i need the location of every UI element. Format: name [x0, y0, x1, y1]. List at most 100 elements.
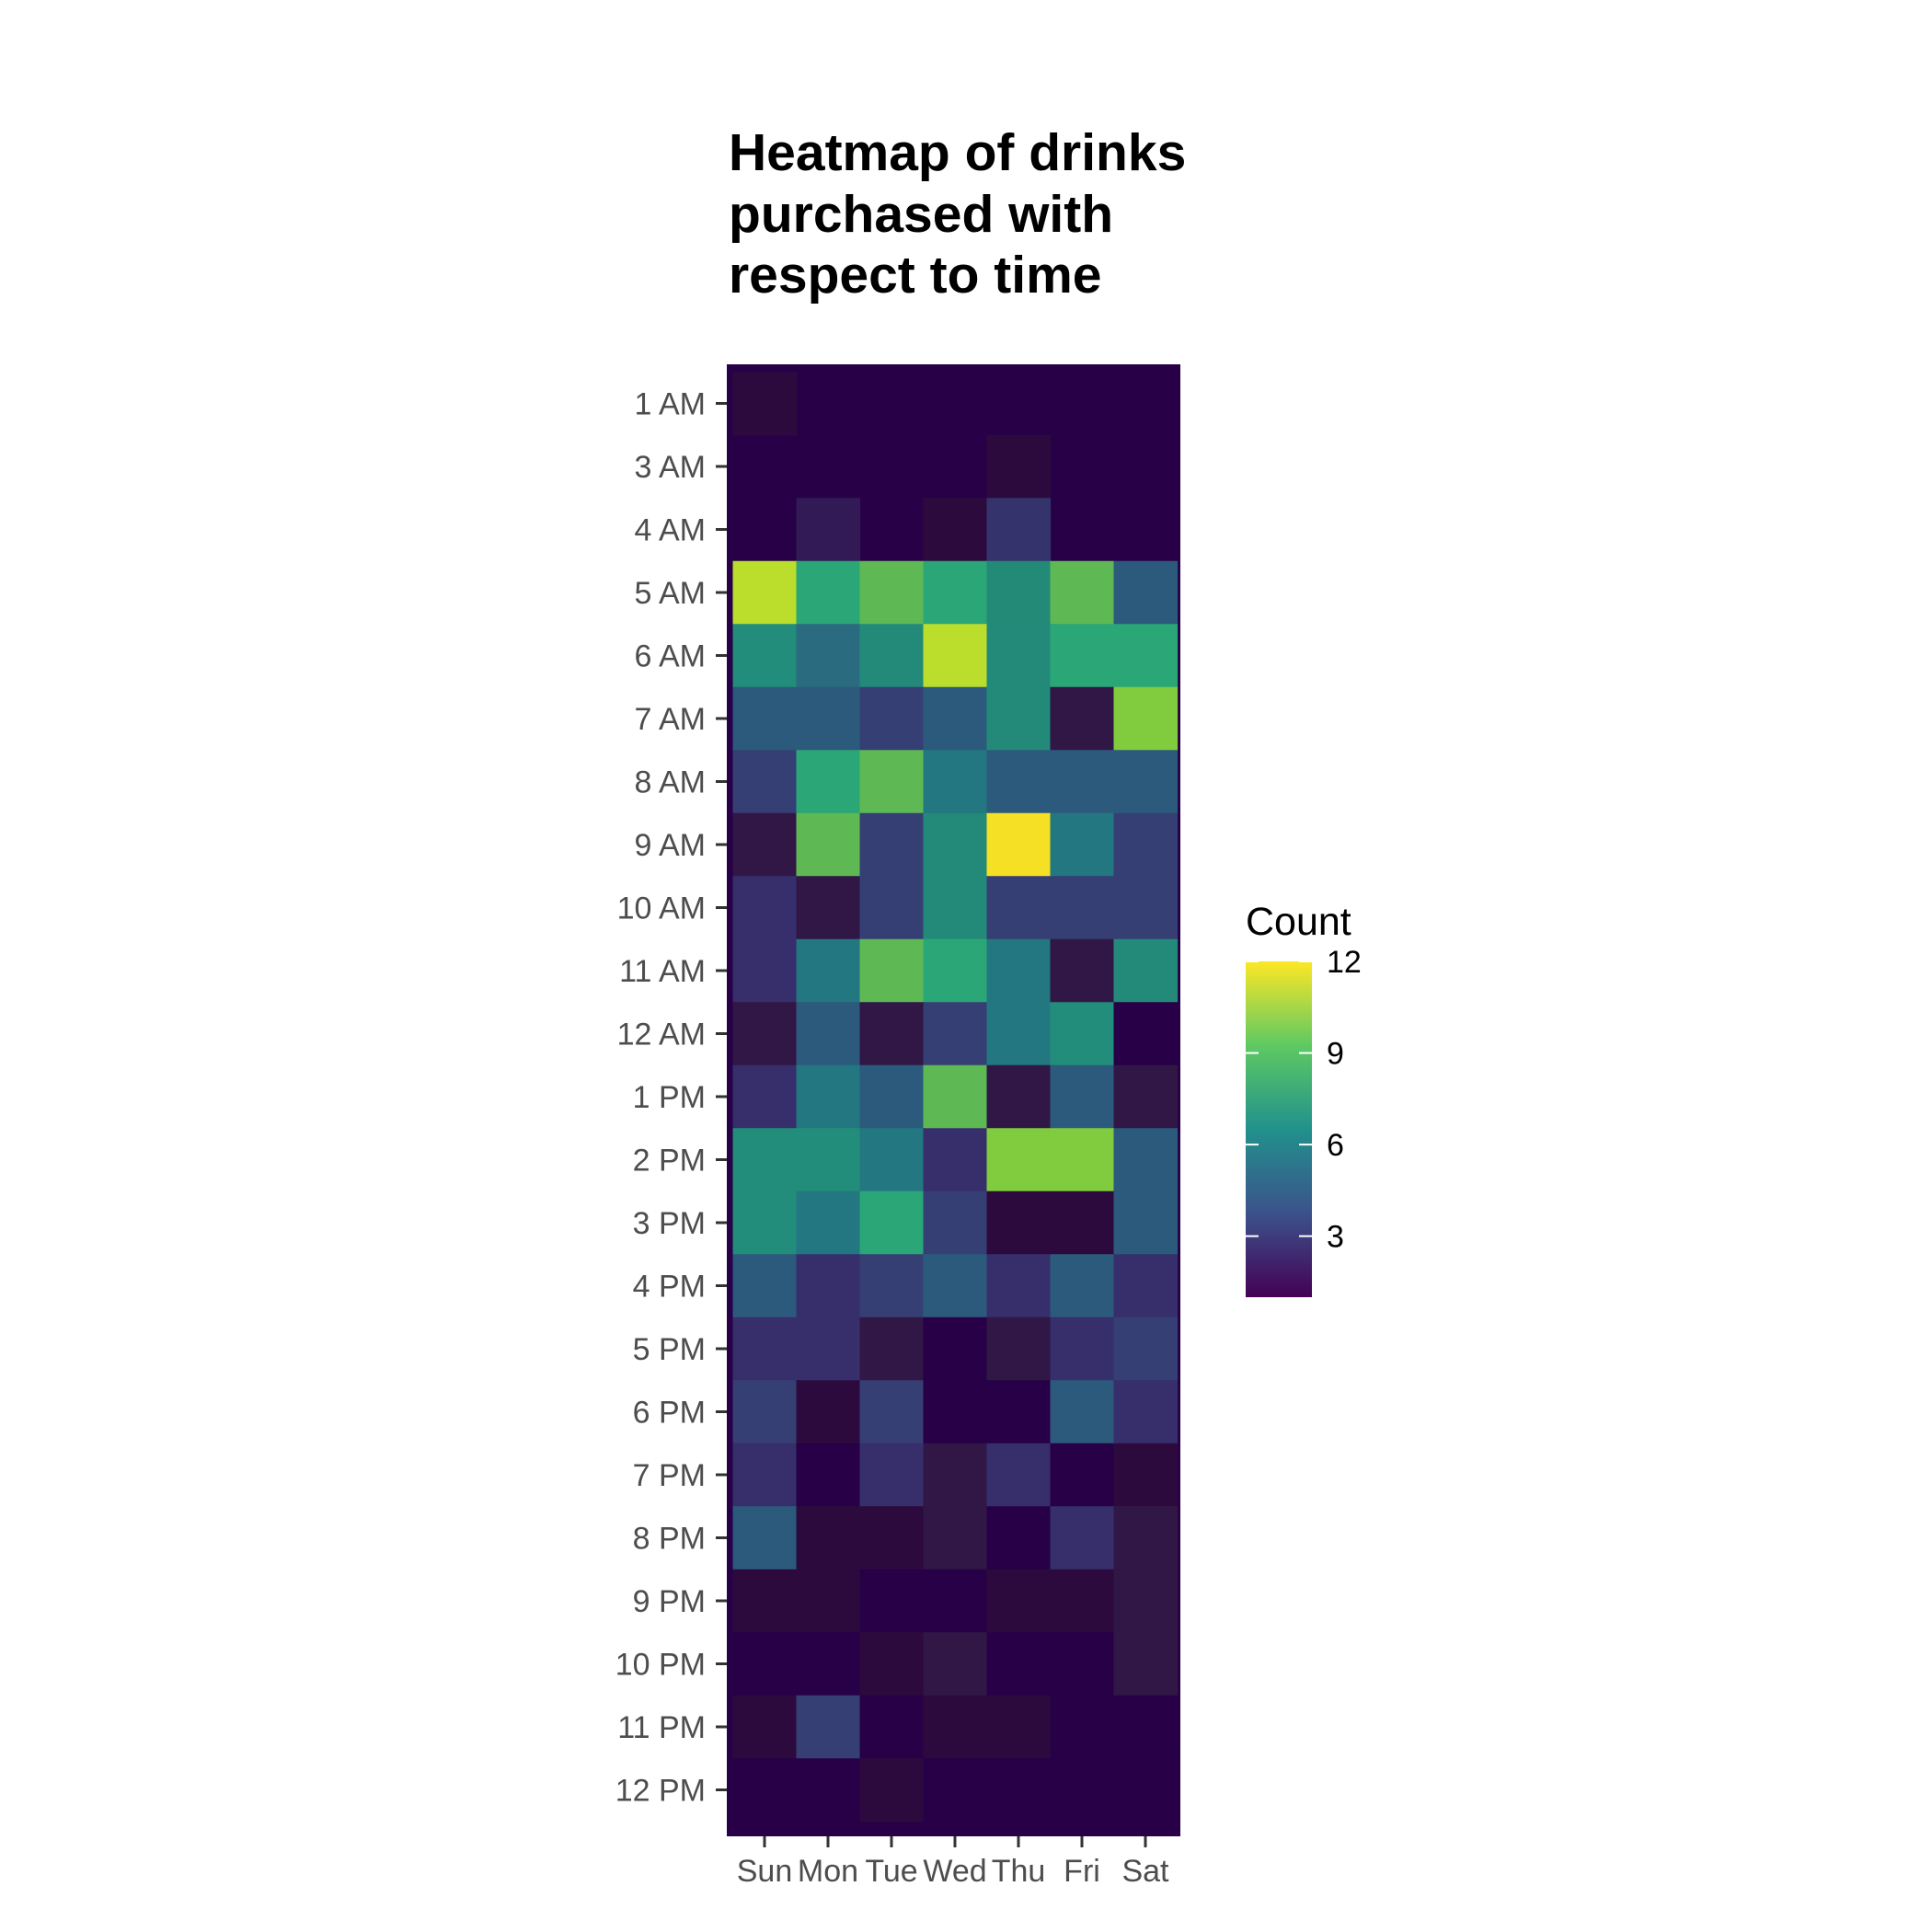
heatmap-cell-8-am-wed: [923, 750, 988, 814]
heatmap-cell-1-am-sun: [732, 372, 798, 436]
heatmap-cell-1-pm-wed: [923, 1064, 988, 1129]
heatmap-cell-7-pm-tue: [859, 1443, 925, 1507]
heatmap-cell-9-pm-sun: [732, 1569, 798, 1633]
heatmap-cell-4-pm-wed: [923, 1254, 988, 1318]
heatmap-cell-12-pm-sat: [1113, 1758, 1179, 1823]
x-tick-label: Sun: [737, 1854, 793, 1889]
heatmap-cell-5-pm-sat: [1113, 1317, 1179, 1381]
heatmap-cell-8-am-thu: [986, 750, 1052, 814]
heatmap-cell-9-pm-thu: [986, 1569, 1052, 1633]
heatmap-cell-12-am-wed: [923, 1002, 988, 1066]
heatmap-cell-4-pm-thu: [986, 1254, 1052, 1318]
heatmap-cell-12-pm-fri: [1050, 1758, 1115, 1823]
heatmap-cell-5-am-mon: [796, 560, 861, 625]
heatmap-cell-10-am-wed: [923, 876, 988, 940]
heatmap-cell-1-pm-tue: [859, 1064, 925, 1129]
heatmap-cell-6-am-sun: [732, 624, 798, 688]
heatmap-cell-5-pm-mon: [796, 1317, 861, 1381]
heatmap-cell-8-am-sun: [732, 750, 798, 814]
heatmap-cell-3-pm-tue: [859, 1190, 925, 1255]
y-tick-label: 7 PM: [633, 1458, 706, 1493]
heatmap-cell-8-pm-mon: [796, 1506, 861, 1570]
heatmap-cell-3-pm-wed: [923, 1190, 988, 1255]
heatmap-cell-9-pm-wed: [923, 1569, 988, 1633]
heatmap-cell-5-pm-tue: [859, 1317, 925, 1381]
legend-colorbar: [1246, 961, 1312, 1297]
y-tick-label: 6 PM: [633, 1396, 706, 1431]
heatmap-cell-11-am-tue: [859, 938, 925, 1003]
heatmap-cell-11-am-sun: [732, 938, 798, 1003]
heatmap-cell-6-pm-sun: [732, 1380, 798, 1444]
x-tick-label: Fri: [1064, 1854, 1100, 1889]
heatmap-cell-6-am-mon: [796, 624, 861, 688]
y-tick-label: 11 AM: [619, 954, 706, 989]
chart-title-line-1: Heatmap of drinks: [729, 123, 1186, 182]
heatmap-cell-7-am-fri: [1050, 686, 1115, 751]
heatmap-cell-6-am-tue: [859, 624, 925, 688]
heatmap-cell-7-am-wed: [923, 686, 988, 751]
heatmap-cell-10-am-sat: [1113, 876, 1179, 940]
x-tick-label: Mon: [798, 1854, 858, 1889]
heatmap-cell-8-pm-tue: [859, 1506, 925, 1570]
heatmap-cell-7-am-sun: [732, 686, 798, 751]
y-tick-label: 1 AM: [635, 387, 706, 422]
y-tick-label: 9 PM: [633, 1584, 706, 1619]
heatmap-cell-7-pm-sat: [1113, 1443, 1179, 1507]
y-tick-label: 7 AM: [635, 702, 706, 737]
heatmap-cell-9-pm-mon: [796, 1569, 861, 1633]
heatmap-cell-5-am-tue: [859, 560, 925, 625]
heatmap-cell-3-am-thu: [986, 434, 1052, 499]
heatmap-cell-11-am-mon: [796, 938, 861, 1003]
y-tick-label: 12 AM: [617, 1018, 706, 1052]
heatmap-cell-9-am-sat: [1113, 812, 1179, 877]
heatmap-cell-12-pm-mon: [796, 1758, 861, 1823]
heatmap-cell-10-pm-mon: [796, 1632, 861, 1696]
heatmap-cell-4-am-wed: [923, 498, 988, 562]
heatmap-cell-6-am-sat: [1113, 624, 1179, 688]
y-axis: 1 AM 3 AM 4 AM 5 AM 6 AM 7 AM 8 AM 9 AM 10 AM 11 …: [615, 387, 727, 1809]
heatmap-cell-5-pm-sun: [732, 1317, 798, 1381]
heatmap-cell-7-pm-sun: [732, 1443, 798, 1507]
y-tick-label: 11 PM: [617, 1710, 706, 1745]
heatmap-cell-8-pm-wed: [923, 1506, 988, 1570]
chart-title: Heatmap of drinks purchased with respect…: [729, 123, 1186, 305]
heatmap-cell-11-pm-mon: [796, 1695, 861, 1759]
heatmap-cell-7-pm-mon: [796, 1443, 861, 1507]
heatmap-cell-12-am-tue: [859, 1002, 925, 1066]
heatmap-cell-2-pm-tue: [859, 1128, 925, 1192]
y-tick-label: 4 AM: [635, 513, 706, 548]
heatmap-cell-9-am-sun: [732, 812, 798, 877]
heatmap-cell-8-pm-thu: [986, 1506, 1052, 1570]
heatmap-cell-3-pm-mon: [796, 1190, 861, 1255]
heatmap-cell-8-am-fri: [1050, 750, 1115, 814]
x-tick-label: Sat: [1121, 1854, 1169, 1889]
heatmap-cell-2-pm-mon: [796, 1128, 861, 1192]
y-tick-label: 8 AM: [635, 765, 706, 800]
heatmap-cell-9-am-fri: [1050, 812, 1115, 877]
y-tick-label: 2 PM: [633, 1144, 706, 1179]
heatmap-cell-6-am-fri: [1050, 624, 1115, 688]
heatmap-cell-11-pm-wed: [923, 1695, 988, 1759]
heatmap-cell-9-am-wed: [923, 812, 988, 877]
heatmap-cell-4-pm-tue: [859, 1254, 925, 1318]
heatmap-cell-3-pm-sun: [732, 1190, 798, 1255]
heatmap-cells: [732, 372, 1179, 1823]
y-tick-label: 5 PM: [633, 1332, 706, 1367]
legend-tick-label: 9: [1327, 1037, 1344, 1072]
heatmap-cell-2-pm-wed: [923, 1128, 988, 1192]
heatmap-cell-12-pm-wed: [923, 1758, 988, 1823]
heatmap-cell-12-pm-tue: [859, 1758, 925, 1823]
heatmap-cell-6-pm-thu: [986, 1380, 1052, 1444]
heatmap-cell-6-pm-fri: [1050, 1380, 1115, 1444]
x-tick-label: Wed: [923, 1854, 986, 1889]
x-tick-label: Thu: [992, 1854, 1046, 1889]
heatmap-cell-10-pm-sun: [732, 1632, 798, 1696]
y-tick-label: 8 PM: [633, 1522, 706, 1557]
heatmap-cell-5-am-thu: [986, 560, 1052, 625]
heatmap-cell-1-pm-sun: [732, 1064, 798, 1129]
heatmap-cell-1-pm-fri: [1050, 1064, 1115, 1129]
y-tick-label: 10 AM: [617, 891, 706, 926]
heatmap-cell-2-pm-sun: [732, 1128, 798, 1192]
heatmap-cell-2-pm-thu: [986, 1128, 1052, 1192]
heatmap-cell-9-pm-fri: [1050, 1569, 1115, 1633]
